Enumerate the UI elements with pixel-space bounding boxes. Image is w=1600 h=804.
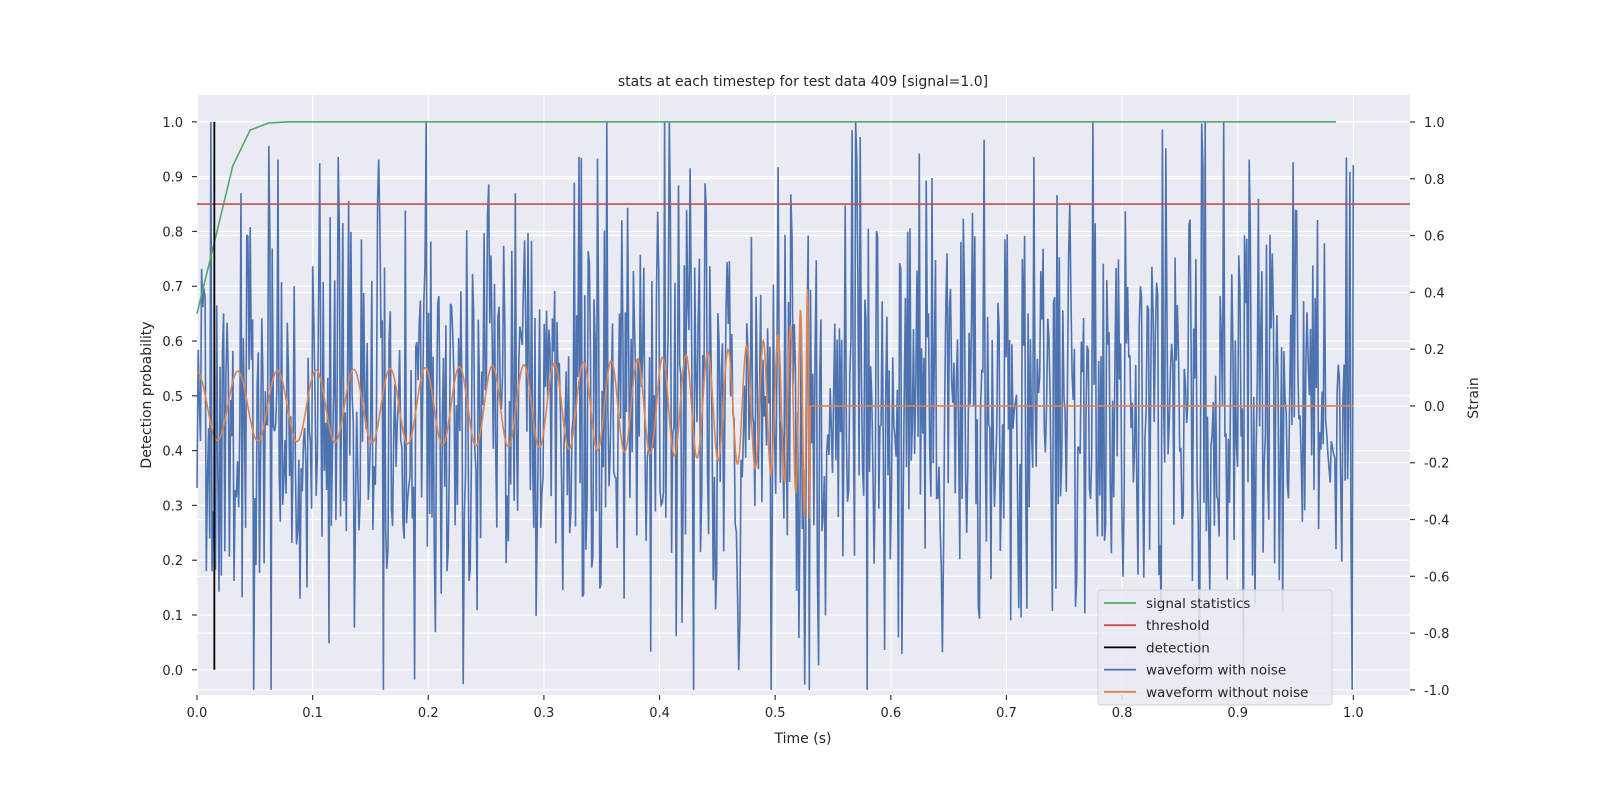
y-tick-label: 0.6 xyxy=(162,335,183,350)
x-tick-label: 0.6 xyxy=(880,706,901,721)
y-right-tick-label: -1.0 xyxy=(1424,684,1449,699)
x-tick-label: 0.4 xyxy=(649,706,670,721)
x-tick-label: 0.9 xyxy=(1227,706,1248,721)
y-right-tick-label: 0.6 xyxy=(1424,230,1445,245)
waveform-with-noise-line xyxy=(196,121,1355,690)
y-tick-label: 0.4 xyxy=(162,445,183,460)
x-tick-label: 0.0 xyxy=(187,706,208,721)
legend-label: signal statistics xyxy=(1146,596,1250,612)
legend: signal statistics threshold detection wavef… xyxy=(1097,589,1333,706)
y-tick-label: 0.9 xyxy=(162,171,183,186)
y-tick-label: 0.5 xyxy=(162,390,183,405)
y-tick-label: 0.2 xyxy=(162,554,183,569)
x-tick-label: 0.7 xyxy=(996,706,1017,721)
y-axis-label-right: Strain xyxy=(1466,377,1482,418)
x-tick-label: 1.0 xyxy=(1343,706,1364,721)
y-axis-label: Detection probability xyxy=(139,321,155,468)
y-right-tick-label: -0.8 xyxy=(1424,627,1449,642)
x-tick-label: 0.1 xyxy=(302,706,323,721)
x-tick-label: 0.2 xyxy=(418,706,439,721)
waveform-without-noise-line xyxy=(196,289,1354,519)
series-layer xyxy=(196,121,1410,690)
x-tick-label: 0.8 xyxy=(1112,706,1133,721)
legend-label: detection xyxy=(1146,640,1210,656)
y-right-tick-label: 0.4 xyxy=(1424,286,1445,301)
x-tick-label: 0.3 xyxy=(534,706,555,721)
y-tick-label: 1.0 xyxy=(162,116,183,131)
signal-statistics-line xyxy=(196,121,1336,314)
legend-label: threshold xyxy=(1146,618,1210,634)
y-right-tick-label: 0.2 xyxy=(1424,343,1445,358)
y-right-tick-label: 1.0 xyxy=(1424,116,1445,131)
y-right-tick-label: 0.8 xyxy=(1424,173,1445,188)
y-right-tick-label: -0.2 xyxy=(1424,457,1449,472)
chart-title: stats at each timestep for test data 409… xyxy=(618,74,988,90)
x-tick-label: 0.5 xyxy=(765,706,786,721)
y-tick-label: 0.3 xyxy=(162,499,183,514)
y-tick-label: 0.7 xyxy=(162,280,183,295)
axes: 0.0 0.1 0.2 0.3 0.4 0.5 0.6 0.7 0.8 0.9 1.0 0.0 0.1 0… xyxy=(162,116,1449,721)
legend-label: waveform with noise xyxy=(1146,663,1286,679)
legend-label: waveform without noise xyxy=(1146,685,1308,701)
x-axis-label: Time (s) xyxy=(774,731,832,747)
y-right-tick-label: 0.0 xyxy=(1424,400,1445,415)
y-right-tick-label: -0.6 xyxy=(1424,570,1449,585)
y-tick-label: 0.1 xyxy=(162,609,183,624)
y-tick-label: 0.0 xyxy=(162,664,183,679)
legend-box xyxy=(1097,589,1333,706)
y-tick-label: 0.8 xyxy=(162,225,183,240)
y-right-tick-label: -0.4 xyxy=(1424,514,1449,529)
